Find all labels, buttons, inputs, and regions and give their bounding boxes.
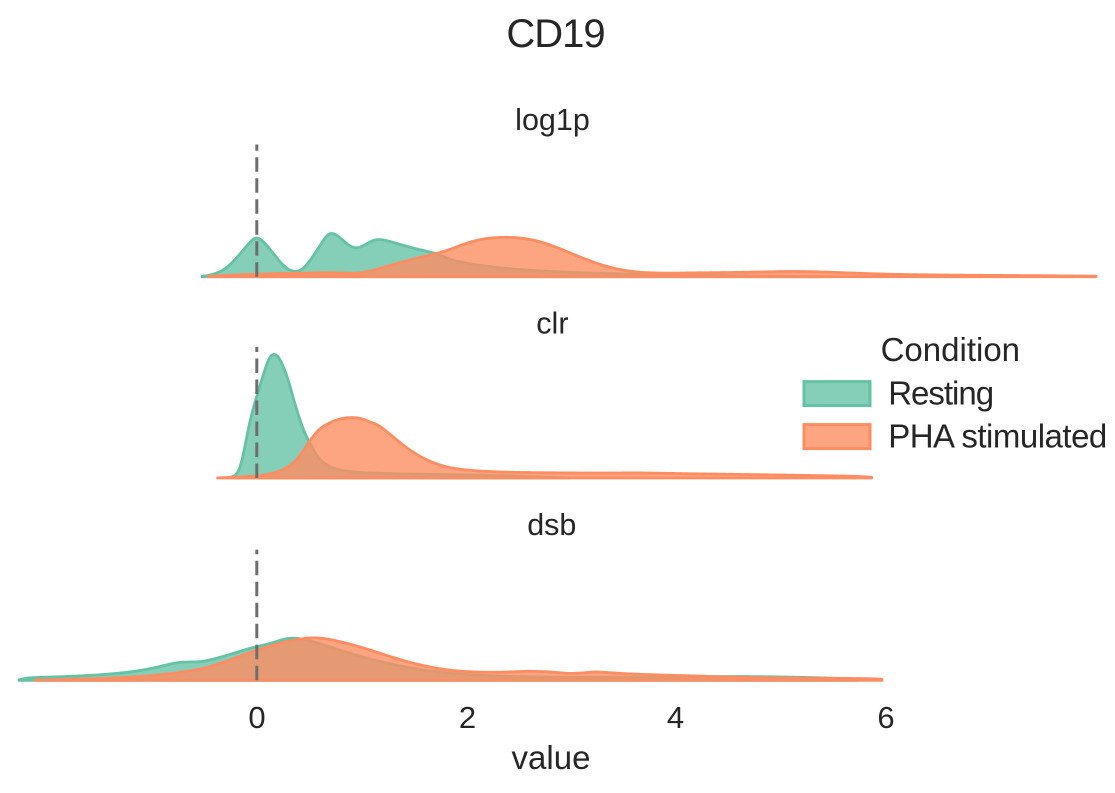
svg-text:clr: clr [536,307,568,341]
svg-text:6: 6 [877,700,894,735]
svg-text:PHA stimulated: PHA stimulated [888,418,1107,455]
svg-text:Resting: Resting [888,375,993,412]
svg-text:2: 2 [459,700,476,735]
svg-text:value: value [512,739,591,776]
svg-text:4: 4 [667,700,684,735]
svg-text:0: 0 [248,700,265,735]
svg-text:Condition: Condition [881,331,1020,368]
svg-text:CD19: CD19 [506,12,604,56]
svg-text:dsb: dsb [527,508,576,542]
svg-text:log1p: log1p [515,103,590,137]
